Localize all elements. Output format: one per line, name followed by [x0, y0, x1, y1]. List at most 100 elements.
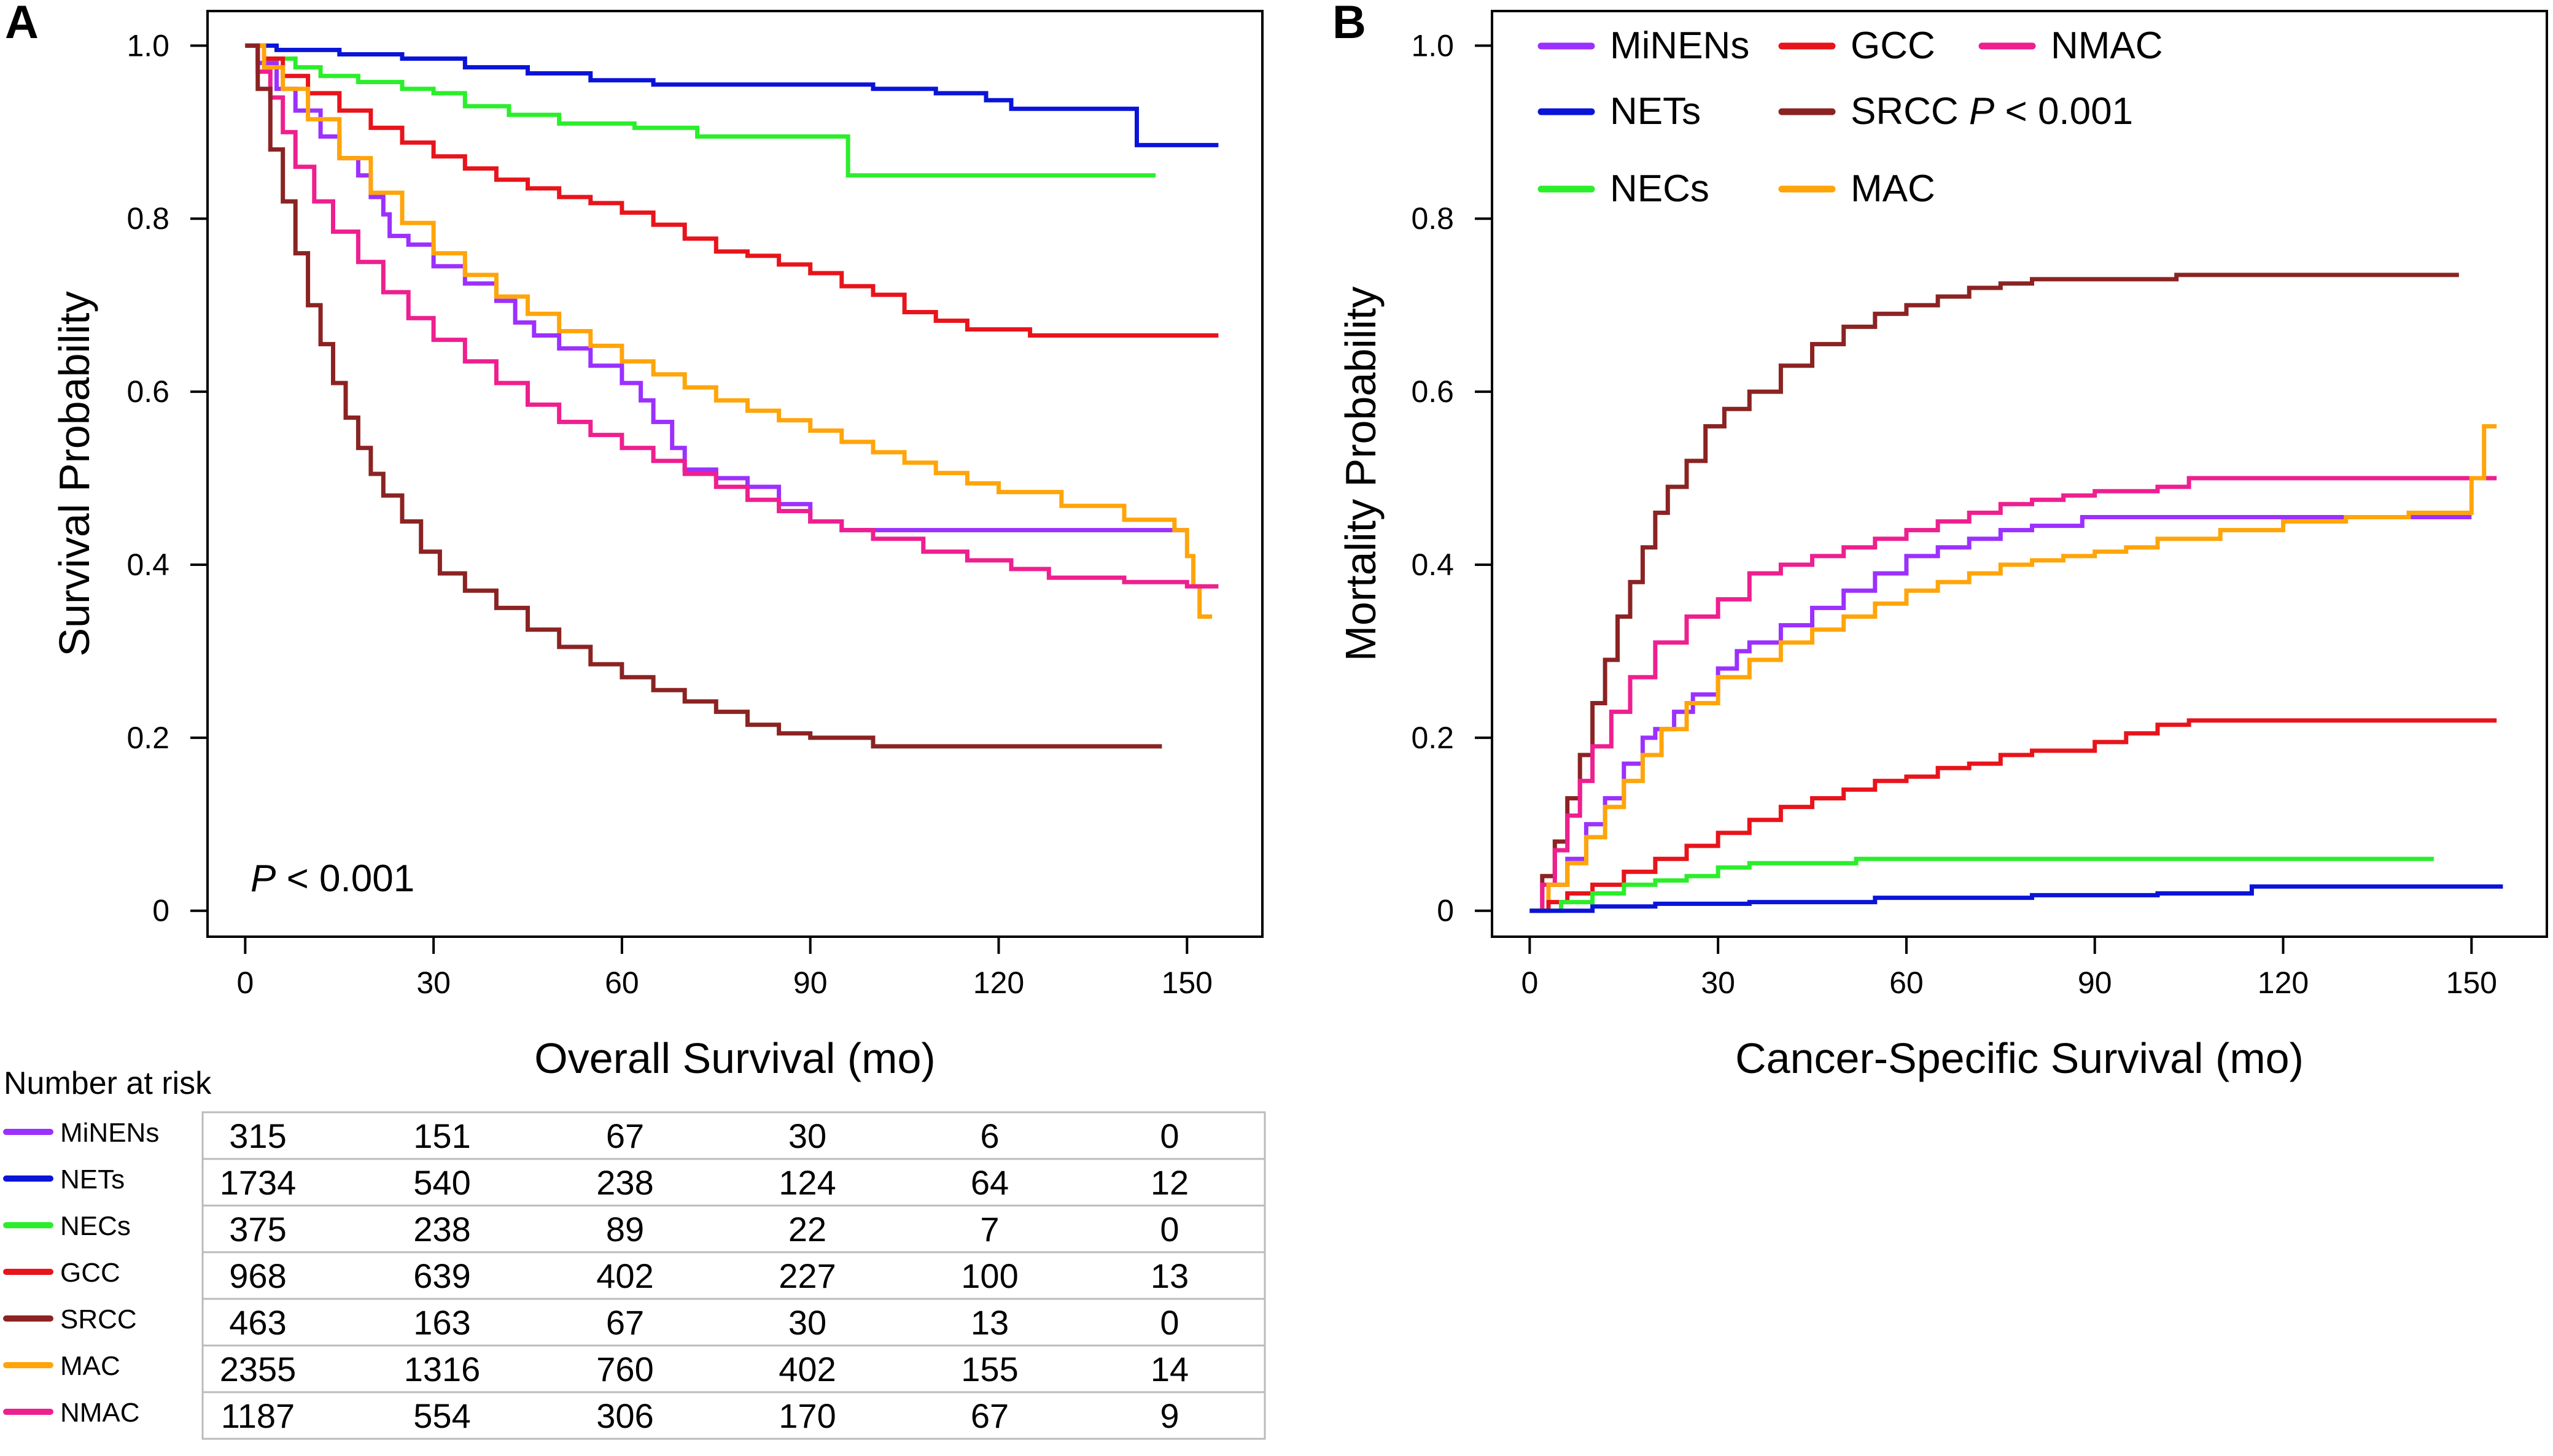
legend-label-mac: MAC	[1851, 168, 1935, 210]
y-tick-label: 1.0	[126, 28, 169, 63]
y-tick-label: 0.8	[1411, 201, 1454, 236]
risk-cell: 30	[788, 1117, 826, 1155]
risk-cell: 67	[606, 1117, 644, 1155]
risk-cell: 1187	[221, 1396, 295, 1435]
x-tick-label: 0	[1521, 966, 1538, 1000]
risk-row-label: NMAC	[60, 1398, 140, 1428]
risk-cell: 64	[971, 1163, 1009, 1202]
panel-letter: A	[5, 0, 39, 48]
risk-cell: 14	[1151, 1350, 1189, 1388]
x-axis-label: Overall Survival (mo)	[534, 1034, 935, 1082]
risk-cell: 13	[971, 1303, 1009, 1342]
series-line-nets	[1529, 884, 2503, 913]
y-tick-label: 0.2	[1411, 721, 1454, 755]
legend: MiNENs GCC NMAC NETs SRCC P < 0.001 NECs MAC	[1537, 25, 2163, 210]
risk-cell: 402	[779, 1350, 836, 1388]
legend-label-minens: MiNENs	[1610, 25, 1749, 67]
y-axis-label: Survival Probability	[50, 291, 98, 656]
p-italic: P	[251, 858, 276, 900]
series-line-nmac	[245, 43, 1219, 589]
risk-row-label: MAC	[60, 1351, 120, 1381]
x-tick-label: 90	[793, 966, 828, 1000]
series-line-necs	[1529, 856, 2434, 913]
risk-row-label: NECs	[60, 1211, 131, 1241]
risk-row-label: SRCC	[60, 1304, 137, 1334]
panel-letter: B	[1332, 0, 1366, 48]
risk-cell: 402	[596, 1257, 653, 1295]
x-tick-label: 90	[2078, 966, 2112, 1000]
risk-cell: 89	[606, 1210, 644, 1249]
risk-cell: 22	[788, 1210, 826, 1249]
risk-cell: 0	[1160, 1117, 1179, 1155]
series-line-necs	[245, 43, 1156, 178]
x-axis-label: Cancer-Specific Survival (mo)	[1735, 1034, 2304, 1082]
y-tick-label: 0.2	[126, 721, 169, 755]
series-line-gcc	[245, 43, 1219, 338]
y-tick-label: 0.8	[126, 201, 169, 236]
risk-cell: 12	[1151, 1163, 1189, 1202]
risk-cell: 306	[596, 1396, 653, 1435]
risk-cell: 0	[1160, 1303, 1179, 1342]
risk-cell: 968	[229, 1257, 286, 1295]
plot-frame	[1491, 10, 2548, 938]
risk-cell: 540	[413, 1163, 470, 1202]
x-tick-label: 0	[236, 966, 254, 1000]
p-value-text: < 0.001	[276, 858, 414, 900]
y-tick-label: 0.4	[1411, 548, 1454, 582]
series-line-mac	[245, 43, 1213, 619]
y-tick-label: 0.4	[126, 548, 169, 582]
y-tick-label: 0	[152, 894, 169, 928]
x-tick-label: 150	[2446, 966, 2497, 1000]
legend-label-srcc: SRCC P < 0.001	[1851, 90, 2133, 133]
x-tick-label: 60	[605, 966, 639, 1000]
risk-cell: 639	[413, 1257, 470, 1295]
series-line-mac	[1529, 424, 2497, 913]
series-line-srcc	[1529, 273, 2459, 913]
risk-cell: 315	[229, 1117, 286, 1155]
risk-row-label: GCC	[60, 1258, 120, 1288]
risk-cell: 30	[788, 1303, 826, 1342]
x-tick-label: 120	[2258, 966, 2309, 1000]
risk-cell: 67	[971, 1396, 1009, 1435]
risk-cell: 6	[980, 1117, 999, 1155]
risk-cell: 227	[779, 1257, 836, 1295]
risk-cell: 124	[779, 1163, 836, 1202]
x-tick-label: 30	[416, 966, 451, 1000]
series-line-minens	[1529, 515, 2472, 913]
risk-cell: 151	[413, 1117, 470, 1155]
risk-cell: 170	[779, 1396, 836, 1435]
legend-p-text: < 0.001	[1994, 90, 2133, 133]
legend-label-necs: NECs	[1610, 168, 1709, 210]
risk-cell: 7	[980, 1210, 999, 1249]
x-tick-label: 150	[1162, 966, 1213, 1000]
y-tick-label: 1.0	[1411, 28, 1454, 63]
risk-cell: 375	[229, 1210, 286, 1249]
risk-cell: 1734	[220, 1163, 297, 1202]
risk-cell: 100	[961, 1257, 1018, 1295]
risk-cell: 2355	[220, 1350, 297, 1388]
risk-table-border	[201, 1111, 1266, 1440]
legend-p-italic: P	[1959, 90, 1995, 133]
legend-label-nets: NETs	[1610, 90, 1701, 133]
y-tick-label: 0	[1437, 894, 1454, 928]
risk-cell: 760	[596, 1350, 653, 1388]
risk-cell: 238	[596, 1163, 653, 1202]
plot-frame	[206, 10, 1264, 938]
x-tick-label: 60	[1889, 966, 1924, 1000]
risk-cell: 238	[413, 1210, 470, 1249]
risk-cell: 463	[229, 1303, 286, 1342]
x-tick-label: 30	[1701, 966, 1735, 1000]
risk-cell: 163	[413, 1303, 470, 1342]
legend-label-nmac: NMAC	[2051, 25, 2163, 67]
series-line-srcc	[245, 43, 1162, 749]
risk-cell: 554	[413, 1396, 470, 1435]
risk-row-label: MiNENs	[60, 1118, 159, 1148]
risk-cell: 155	[961, 1350, 1018, 1388]
risk-cell: 1316	[404, 1350, 481, 1388]
risk-cell: 9	[1160, 1396, 1179, 1435]
x-tick-label: 120	[973, 966, 1024, 1000]
risk-cell: 13	[1151, 1257, 1189, 1295]
chart-panel-b: 0 30 60 90 120 150 0 0.2 0.4 0.6 0.8 1.0 Cancer-Spec…	[1332, 0, 2548, 1082]
